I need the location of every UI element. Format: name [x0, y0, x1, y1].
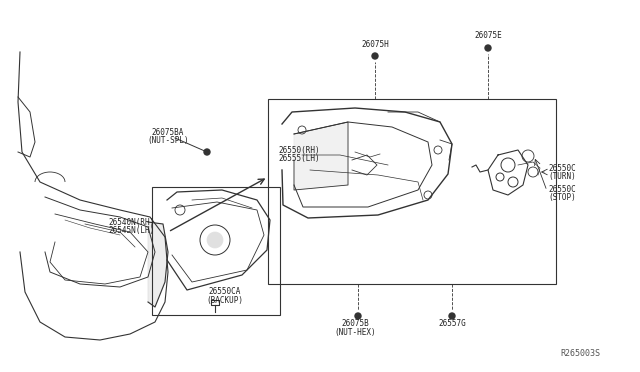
- Text: 26075E: 26075E: [474, 31, 502, 39]
- Polygon shape: [148, 222, 168, 307]
- Circle shape: [449, 313, 455, 319]
- Circle shape: [207, 232, 223, 248]
- Text: (NUT-HEX): (NUT-HEX): [334, 327, 376, 337]
- Text: (STOP): (STOP): [548, 192, 576, 202]
- Circle shape: [372, 53, 378, 59]
- Bar: [152, 187, 280, 315]
- Text: 26075BA: 26075BA: [152, 128, 184, 137]
- Text: 26540N(RH): 26540N(RH): [108, 218, 154, 227]
- Text: 26545N(LH): 26545N(LH): [108, 225, 154, 234]
- Text: 26075H: 26075H: [361, 39, 389, 48]
- Circle shape: [204, 149, 210, 155]
- Bar: [268, 99, 556, 284]
- Text: 26550C: 26550C: [548, 164, 576, 173]
- Text: 26550(RH): 26550(RH): [278, 145, 319, 154]
- Text: (NUT-SPL): (NUT-SPL): [147, 135, 189, 144]
- Circle shape: [355, 313, 361, 319]
- Text: 26550C: 26550C: [548, 185, 576, 193]
- Text: 26557G: 26557G: [438, 320, 466, 328]
- Text: R265003S: R265003S: [560, 349, 600, 358]
- Polygon shape: [294, 122, 348, 190]
- Circle shape: [485, 45, 491, 51]
- Text: 26555(LH): 26555(LH): [278, 154, 319, 163]
- Text: 26075B: 26075B: [341, 320, 369, 328]
- Text: (BACKUP): (BACKUP): [207, 295, 243, 305]
- Text: (TURN): (TURN): [548, 171, 576, 180]
- Text: 26550CA: 26550CA: [209, 288, 241, 296]
